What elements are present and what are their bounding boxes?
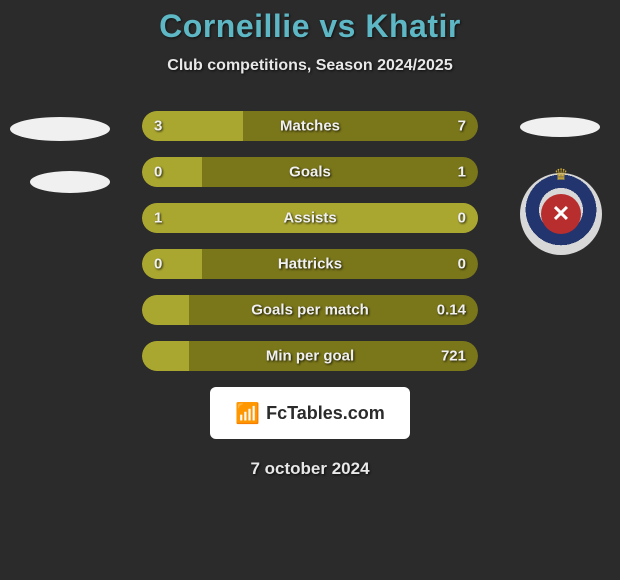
bar-value-right: 721 bbox=[441, 348, 466, 365]
bar-value-right: 0 bbox=[458, 210, 466, 227]
bar-row: Min per goal 721 bbox=[142, 341, 478, 371]
bar-label: Matches bbox=[280, 118, 340, 135]
subtitle: Club competitions, Season 2024/2025 bbox=[0, 57, 620, 75]
bar-fill bbox=[142, 341, 189, 371]
bar-label: Goals bbox=[289, 164, 331, 181]
bar-fill bbox=[142, 295, 189, 325]
bar-row: 3 Matches 7 bbox=[142, 111, 478, 141]
footer-badge[interactable]: 📶 FcTables.com bbox=[210, 387, 410, 439]
bar-value-left: 3 bbox=[154, 118, 162, 135]
bar-label: Hattricks bbox=[278, 256, 342, 273]
bar-value-left: 1 bbox=[154, 210, 162, 227]
page-title: Corneillie vs Khatir bbox=[0, 8, 620, 45]
bar-label: Min per goal bbox=[266, 348, 354, 365]
bar-row: 1 Assists 0 bbox=[142, 203, 478, 233]
date-line: 7 october 2024 bbox=[0, 459, 620, 479]
bar-label: Goals per match bbox=[251, 302, 369, 319]
bar-fill bbox=[142, 249, 202, 279]
bar-row: 0 Goals 1 bbox=[142, 157, 478, 187]
bar-row: Goals per match 0.14 bbox=[142, 295, 478, 325]
avatar-placeholder-left-2 bbox=[30, 171, 110, 193]
bar-value-right: 0.14 bbox=[437, 302, 466, 319]
avatar-placeholder-right-1 bbox=[520, 117, 600, 137]
bar-fill bbox=[142, 157, 202, 187]
bar-value-right: 7 bbox=[458, 118, 466, 135]
chart-area: ♛ ✕ 3Matches70Goals11Assists00Hattricks0… bbox=[0, 111, 620, 371]
club-badge-right: ♛ ✕ bbox=[520, 173, 602, 255]
comparison-card: Corneillie vs Khatir Club competitions, … bbox=[0, 0, 620, 479]
bar-row: 0 Hattricks 0 bbox=[142, 249, 478, 279]
footer-text: FcTables.com bbox=[266, 403, 385, 424]
bar-value-left: 0 bbox=[154, 164, 162, 181]
crown-icon: ♛ bbox=[554, 165, 568, 185]
bars-container: 3 Matches 7 0 Goals 1 1 Assists 0 0 Hattricks 0 Goal… bbox=[142, 111, 478, 371]
avatar-placeholder-left-1 bbox=[10, 117, 110, 141]
bar-value-right: 0 bbox=[458, 256, 466, 273]
club-badge-inner: ✕ bbox=[541, 194, 581, 234]
bar-value-right: 1 bbox=[458, 164, 466, 181]
chart-icon: 📶 bbox=[235, 401, 260, 426]
bar-label: Assists bbox=[283, 210, 336, 227]
bar-value-left: 0 bbox=[154, 256, 162, 273]
